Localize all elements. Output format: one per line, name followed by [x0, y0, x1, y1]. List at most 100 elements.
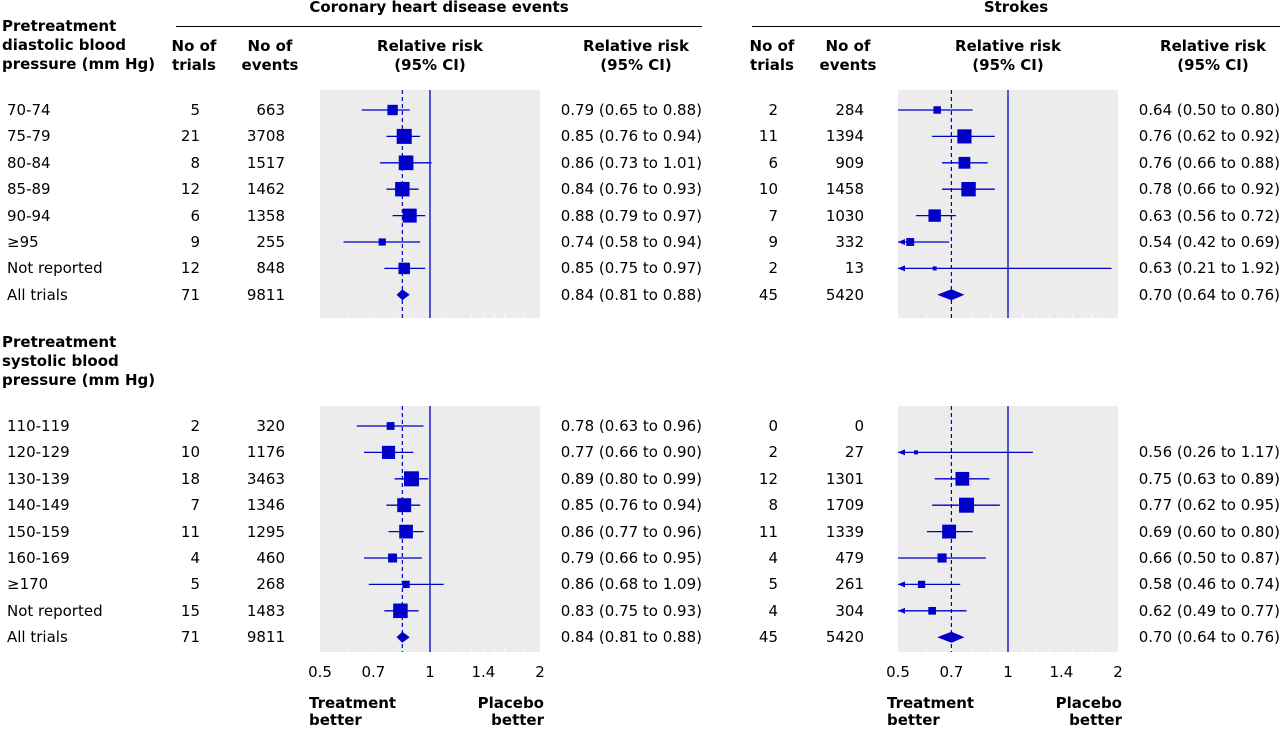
stroke-relative-risk-text: 0.58 (0.46 to 0.74) — [1138, 575, 1280, 594]
stroke-trials-cell: 2 — [768, 101, 778, 119]
stroke-x-tick-label: 1.4 — [1049, 663, 1074, 681]
stroke-trials-cell: 10 — [758, 180, 778, 199]
chd-relative-risk-text: 0.86 (0.73 to 1.01) — [560, 153, 702, 172]
stroke-trials-cell: 11 — [758, 127, 778, 146]
chd-relative-risk-text: 0.84 (0.81 to 0.88) — [560, 628, 702, 647]
stroke-events-cell: 1301 — [825, 469, 864, 488]
chd-events-cell: 1517 — [246, 153, 285, 172]
chd-relative-risk-text: 0.85 (0.76 to 0.94) — [560, 496, 702, 515]
chd-relative-risk-text: 0.89 (0.80 to 0.99) — [560, 469, 702, 488]
chd-relative-risk-text: 0.85 (0.75 to 0.97) — [560, 259, 702, 278]
stroke-trials-cell: 4 — [768, 601, 778, 620]
row-label: 160-169 — [7, 549, 70, 567]
row-label: 90-94 — [7, 206, 51, 225]
stroke-events-cell: 13 — [844, 259, 864, 278]
chd-point-estimate — [397, 498, 412, 513]
chd-trials-cell: 2 — [190, 417, 200, 435]
stroke-trials-cell: 2 — [768, 443, 778, 462]
stroke-events-cell: 1030 — [825, 206, 864, 225]
chd-events-cell: 9811 — [246, 285, 285, 304]
stroke-pooled-diamond — [937, 631, 965, 643]
stroke-relative-risk-text: 0.76 (0.62 to 0.92) — [1138, 127, 1280, 146]
chd-x-tick-label: 0.7 — [361, 663, 386, 681]
chd-events-cell: 1346 — [246, 496, 285, 515]
stroke-point-estimate — [937, 553, 947, 563]
row-label: 85-89 — [7, 180, 51, 199]
chd-events-cell: 1483 — [246, 601, 285, 620]
chd-trials-cell: 7 — [190, 496, 200, 515]
chd-trials-cell: 12 — [180, 259, 200, 278]
stroke-point-estimate — [933, 106, 941, 114]
chd-events-cell: 460 — [256, 549, 285, 567]
row-label: 140-149 — [7, 496, 70, 515]
stroke-relative-risk-text: 0.75 (0.63 to 0.89) — [1138, 469, 1280, 488]
chd-point-estimate — [387, 104, 398, 116]
stroke-point-estimate — [942, 524, 957, 539]
stroke-trials-cell: 2 — [768, 259, 778, 278]
stroke-relative-risk-text: 0.76 (0.66 to 0.88) — [1138, 153, 1280, 172]
stroke-x-tick-label: 0.7 — [939, 663, 964, 681]
chd-events-cell: 9811 — [246, 628, 285, 647]
stroke-panel-title: Strokes — [983, 0, 1049, 16]
stroke-trials-cell: 45 — [758, 628, 778, 647]
chd-header-rule — [176, 26, 702, 27]
row-label: All trials — [7, 285, 68, 304]
stroke-point-estimate — [906, 238, 915, 246]
chd-point-estimate — [398, 155, 414, 171]
chd-events-cell: 663 — [256, 101, 285, 119]
stroke-relative-risk-text: 0.56 (0.26 to 1.17) — [1138, 443, 1280, 462]
chd-point-estimate — [398, 262, 410, 275]
chd-relative-risk-text: 0.79 (0.66 to 0.95) — [560, 549, 702, 567]
chd-point-estimate — [395, 181, 410, 197]
chd-events-cell: 268 — [256, 575, 285, 594]
row-label: Not reported — [7, 259, 103, 278]
stroke-relative-risk-text: 0.64 (0.50 to 0.80) — [1138, 101, 1280, 119]
chd-trials-cell: 8 — [190, 153, 200, 172]
stroke-point-estimate — [928, 209, 941, 222]
stroke-events-cell: 1394 — [825, 127, 864, 146]
chd-x-tick-label: 0.5 — [308, 663, 332, 681]
stroke-relative-risk-text: 0.69 (0.60 to 0.80) — [1138, 522, 1280, 541]
chd-trials-cell: 4 — [190, 549, 200, 567]
chd-point-estimate — [396, 128, 412, 144]
stroke-point-estimate — [917, 580, 926, 589]
stroke-events-cell: 0 — [854, 417, 864, 435]
row-label: Not reported — [7, 601, 103, 620]
chd-trials-cell: 18 — [180, 469, 200, 488]
stroke-trials-cell: 7 — [768, 206, 778, 225]
chd-point-estimate — [381, 445, 396, 459]
stroke-trials-cell: 4 — [768, 549, 778, 567]
chd-relative-risk-text: 0.74 (0.58 to 0.94) — [560, 233, 702, 251]
chd-relative-risk-text: 0.84 (0.76 to 0.93) — [560, 180, 702, 199]
stroke-rr-header: Relative risk (95% CI) — [1160, 37, 1266, 74]
diastolic-section-title: Pretreatment diastolic blood pressure (m… — [2, 17, 156, 73]
stroke-trials-cell: 11 — [758, 522, 778, 541]
chd-relative-risk-text: 0.79 (0.65 to 0.88) — [560, 101, 702, 119]
chd-trials-cell: 5 — [190, 575, 200, 594]
chd-events-cell: 1462 — [246, 180, 285, 199]
stroke-x-tick-label: 0.5 — [886, 663, 910, 681]
chd-events-cell: 1176 — [246, 443, 285, 462]
stroke-treatment-better-label: Treatment better — [887, 694, 975, 729]
stroke-trials-cell: 9 — [768, 233, 778, 251]
chd-relative-risk-text: 0.85 (0.76 to 0.94) — [560, 127, 702, 146]
stroke-point-estimate — [958, 156, 971, 169]
chd-point-estimate — [386, 422, 395, 430]
stroke-events-cell: 27 — [844, 443, 864, 462]
row-label: 130-139 — [7, 469, 70, 488]
stroke-relative-risk-text: 0.62 (0.49 to 0.77) — [1138, 601, 1280, 620]
stroke-point-estimate — [957, 129, 972, 144]
stroke-plot-header: Relative risk (95% CI) — [955, 37, 1061, 74]
chd-trials-cell: 9 — [190, 233, 200, 251]
stroke-ci-arrow-left — [898, 607, 905, 614]
row-label: 110-119 — [7, 417, 70, 435]
chd-treatment-better-label: Treatment better — [309, 694, 397, 729]
chd-trials-cell: 6 — [190, 206, 200, 225]
chd-point-estimate — [399, 524, 413, 539]
chd-point-estimate — [388, 553, 398, 563]
chd-relative-risk-text: 0.88 (0.79 to 0.97) — [560, 206, 702, 225]
chd-pooled-diamond — [396, 631, 410, 643]
stroke-trials-cell: 45 — [758, 285, 778, 304]
stroke-point-estimate — [913, 450, 918, 455]
